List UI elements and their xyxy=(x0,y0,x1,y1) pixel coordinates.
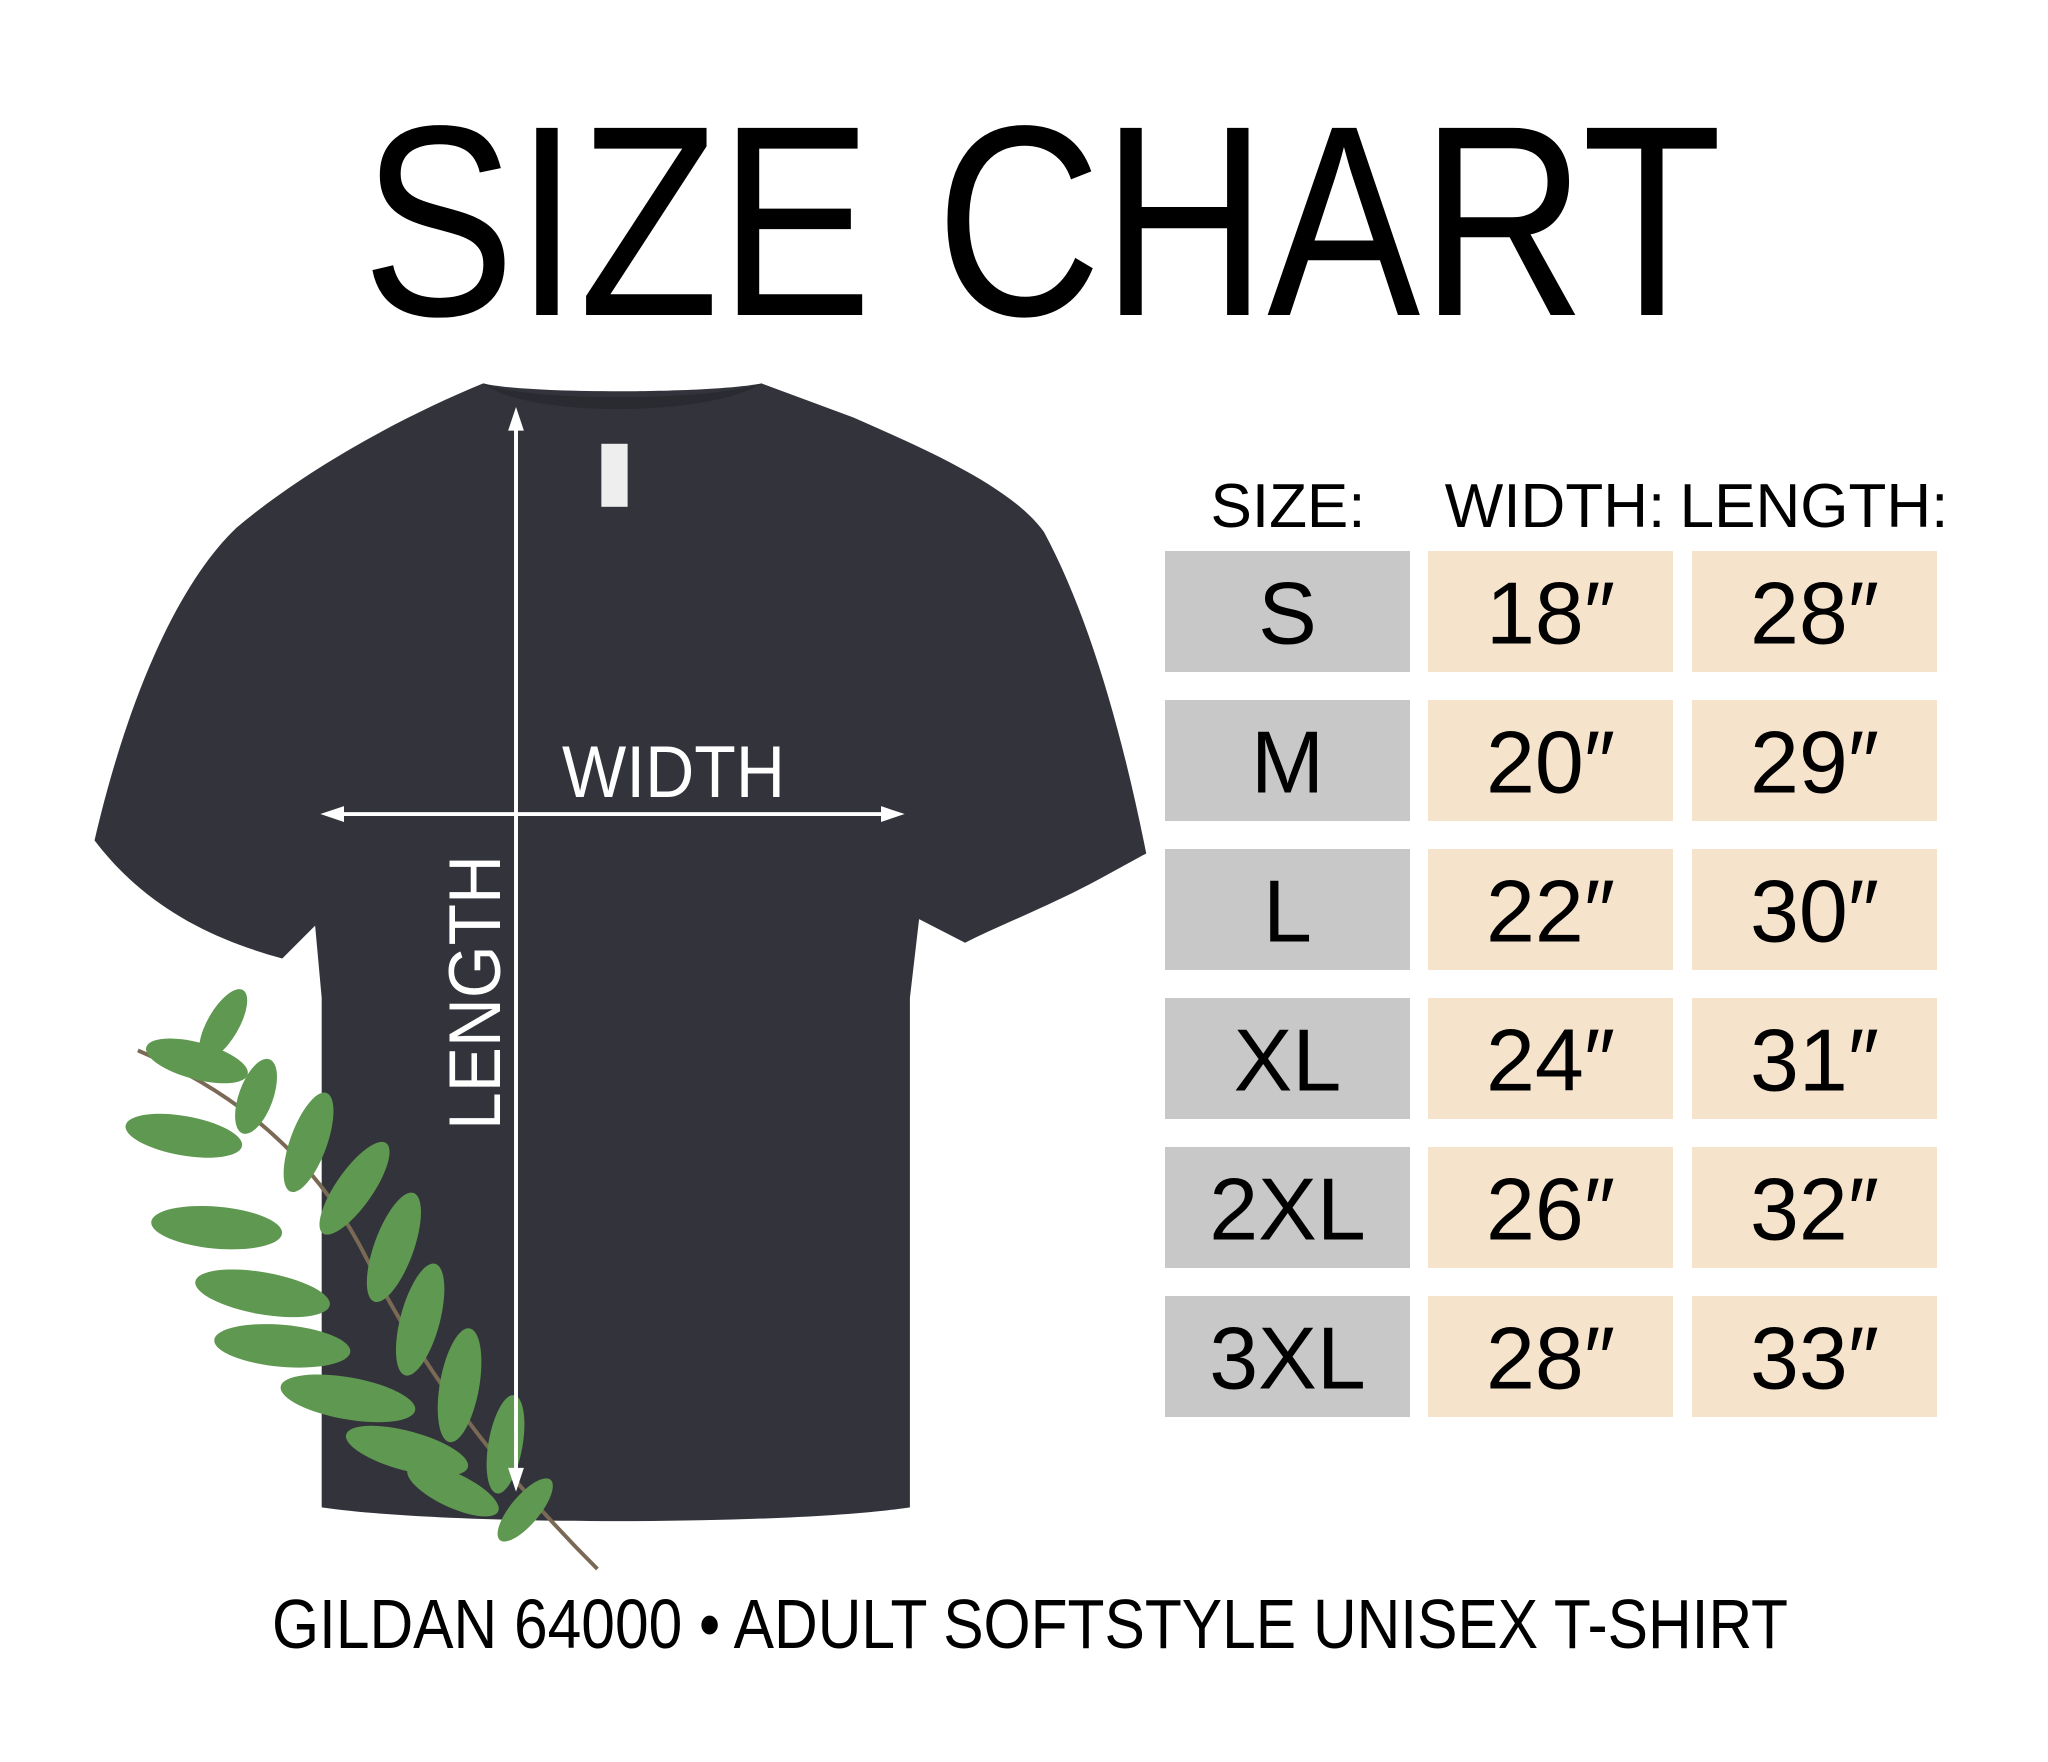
width-value: 28″ xyxy=(1486,1309,1615,1408)
size-table: S 18″ 28″ M 20″ 29″ L 22″ 30″ XL 24″ 31″ 2XL 26″ 32″ 3X… xyxy=(1165,551,1937,1417)
page-title: SIZE CHART xyxy=(362,69,1722,373)
size-cell xyxy=(1165,998,1410,1119)
width-label: WIDTH xyxy=(562,732,785,813)
table-row: S 18″ 28″ xyxy=(1165,551,1937,672)
size-value: M xyxy=(1251,713,1324,812)
tshirt-shape xyxy=(94,383,1147,1522)
length-value: 31″ xyxy=(1750,1011,1879,1110)
size-cell xyxy=(1165,1296,1410,1417)
width-cell xyxy=(1428,700,1673,821)
width-value: 26″ xyxy=(1486,1160,1615,1259)
length-cell xyxy=(1692,700,1937,821)
width-cell xyxy=(1428,1147,1673,1268)
length-arrow xyxy=(508,407,524,1492)
header-size: SIZE: xyxy=(1210,472,1365,541)
width-cell xyxy=(1428,998,1673,1119)
size-cell xyxy=(1165,551,1410,672)
header-length: LENGTH: xyxy=(1680,472,1949,541)
length-cell xyxy=(1692,1296,1937,1417)
size-value: L xyxy=(1263,862,1312,961)
size-cell xyxy=(1165,849,1410,970)
length-value: 33″ xyxy=(1750,1309,1879,1408)
table-row: XL 24″ 31″ xyxy=(1165,998,1937,1119)
table-row: L 22″ 30″ xyxy=(1165,849,1937,970)
length-cell xyxy=(1692,849,1937,970)
tshirt-illustration xyxy=(94,383,1147,1571)
width-value: 22″ xyxy=(1486,862,1615,961)
length-value: 32″ xyxy=(1750,1160,1879,1259)
length-cell xyxy=(1692,1147,1937,1268)
width-value: 20″ xyxy=(1486,713,1615,812)
length-value: 30″ xyxy=(1750,862,1879,961)
length-cell xyxy=(1692,551,1937,672)
width-cell xyxy=(1428,551,1673,672)
size-value: XL xyxy=(1234,1011,1342,1110)
size-value: S xyxy=(1258,564,1317,663)
table-row: 3XL 28″ 33″ xyxy=(1165,1296,1937,1417)
header-width: WIDTH: xyxy=(1445,472,1665,541)
table-row: M 20″ 29″ xyxy=(1165,700,1937,821)
size-cell xyxy=(1165,1147,1410,1268)
length-value: 29″ xyxy=(1750,713,1879,812)
length-cell xyxy=(1692,998,1937,1119)
collar xyxy=(483,383,762,409)
table-row: 2XL 26″ 32″ xyxy=(1165,1147,1937,1268)
product-description: GILDAN 64000 • ADULT SOFTSTYLE UNISEX T-… xyxy=(272,1585,1788,1663)
width-cell xyxy=(1428,1296,1673,1417)
size-value: 2XL xyxy=(1209,1160,1366,1259)
width-cell xyxy=(1428,849,1673,970)
width-value: 24″ xyxy=(1486,1011,1615,1110)
length-label: LENGTH xyxy=(435,855,516,1130)
width-arrow xyxy=(320,806,905,822)
length-value: 28″ xyxy=(1750,564,1879,663)
size-cell xyxy=(1165,700,1410,821)
neck-label-tag xyxy=(601,443,628,507)
size-value: 3XL xyxy=(1209,1309,1366,1408)
width-value: 18″ xyxy=(1486,564,1615,663)
